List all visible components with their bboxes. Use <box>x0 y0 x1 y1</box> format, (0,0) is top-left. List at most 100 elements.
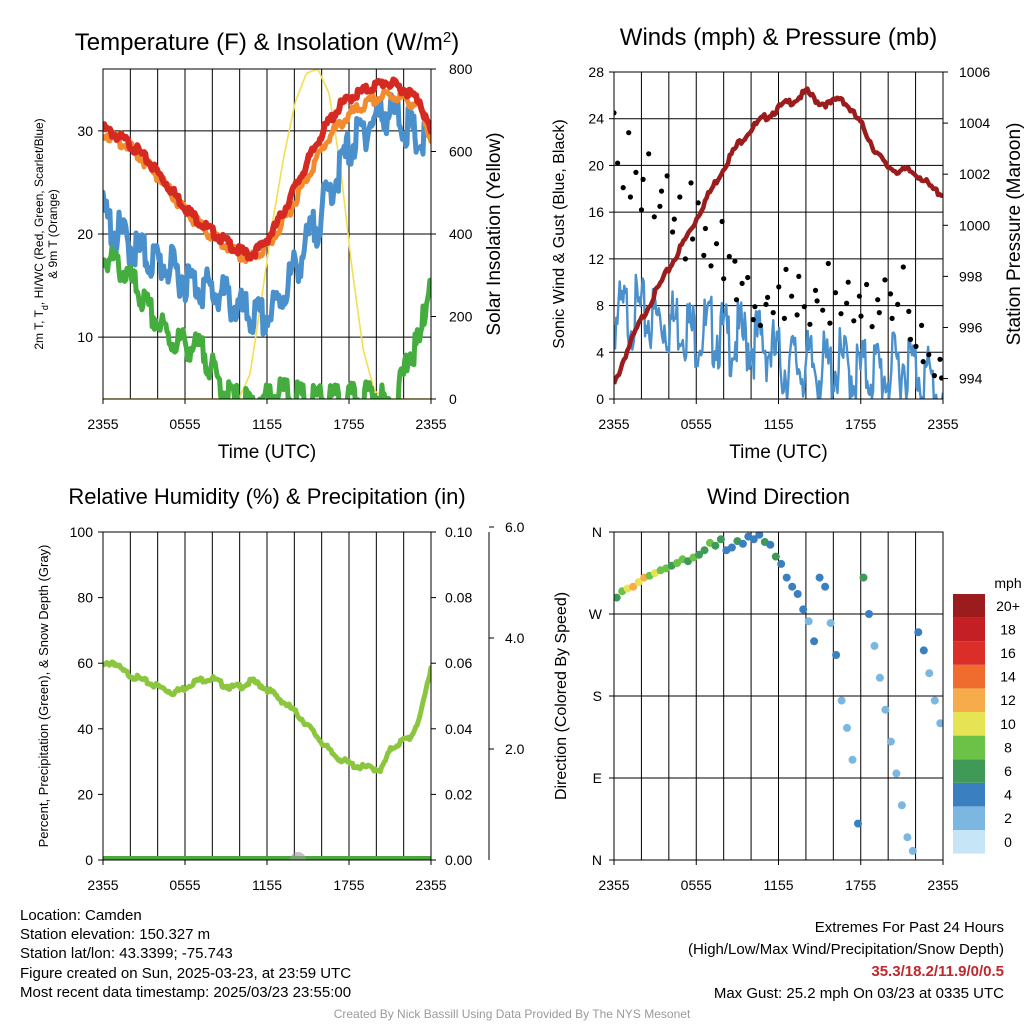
direction-point <box>936 719 943 728</box>
gust-point <box>690 236 696 242</box>
direction-point <box>843 723 851 732</box>
gust-point <box>721 276 727 282</box>
gust-point <box>677 194 683 200</box>
colorbar-label: 20+ <box>996 598 1020 614</box>
gust-point <box>781 315 788 321</box>
temperature-series-line <box>103 69 431 399</box>
direction-point <box>727 543 736 552</box>
colorbar-swatch <box>953 664 985 689</box>
x-tick-label: 1155 <box>252 877 282 893</box>
extremes-block: Extremes For Past 24 Hours (High/Low/Max… <box>688 917 1004 1005</box>
direction-point <box>777 559 786 568</box>
direction-point <box>815 573 824 582</box>
gust-point <box>856 293 863 299</box>
station-info: Location: Camden Station elevation: 150.… <box>20 906 351 1002</box>
x-tick-label: 0555 <box>681 877 712 893</box>
gust-point <box>814 298 820 304</box>
humidity-series-group <box>103 659 431 860</box>
x-tick-label: 2355 <box>415 416 446 432</box>
snow-depth-marker <box>290 852 306 860</box>
colorbar-swatch <box>953 712 985 736</box>
humidity-line <box>103 659 431 775</box>
direction-ylabel: Direction (Colored By Speed) <box>553 592 570 800</box>
colorbar-label: 14 <box>1000 669 1016 685</box>
direction-point <box>886 737 895 746</box>
gust-point <box>670 229 676 235</box>
gust-point <box>671 216 677 222</box>
gust-point <box>615 160 621 166</box>
gust-point <box>664 173 670 179</box>
gust-point <box>757 322 764 328</box>
gust-point <box>626 130 632 136</box>
x-tick-label: 1155 <box>763 877 793 893</box>
x-tick-label: 2355 <box>598 877 629 893</box>
x-tick-label: 1155 <box>763 416 793 432</box>
x-tick-label: 1755 <box>845 416 876 432</box>
direction-point <box>716 535 725 544</box>
x-tick-label: 1755 <box>333 877 364 893</box>
gust-point <box>633 169 639 175</box>
gust-point <box>701 252 707 258</box>
gust-point <box>900 264 906 270</box>
direction-point <box>908 846 917 855</box>
gust-point <box>620 185 626 191</box>
y3-tick-label: 2.0 <box>505 741 525 757</box>
colorbar-swatch <box>953 641 985 665</box>
gust-point <box>640 176 646 182</box>
gust-point <box>919 322 925 328</box>
gust-point <box>869 324 875 330</box>
direction-point <box>700 546 709 555</box>
wind-speed-line <box>614 273 943 399</box>
extremes-title: Extremes For Past 24 Hours <box>814 919 1004 936</box>
gust-point <box>763 301 769 307</box>
gust-point <box>875 297 881 303</box>
direction-point <box>892 769 901 778</box>
direction-point <box>859 573 868 582</box>
y2-tick-label: 1006 <box>959 64 990 80</box>
y-tick-label: 20 <box>588 157 604 173</box>
colorbar-swatch <box>953 806 985 830</box>
y2-tick-label: 600 <box>449 144 473 160</box>
y-tick-label: 80 <box>77 590 93 606</box>
x-tick-label: 0555 <box>169 416 200 432</box>
y-tick-label: N <box>592 852 602 868</box>
temperature-ylabel-line2: & 9m T (Orange) <box>46 189 60 279</box>
temperature-series-line <box>103 76 431 262</box>
gust-point <box>844 300 850 306</box>
station-latlon: Station lat/lon: 43.3399; -75.743 <box>20 945 233 963</box>
direction-point <box>881 705 890 714</box>
y2-tick-label: 0.06 <box>445 655 472 671</box>
extremes-gust: Max Gust: 25.2 mph On 03/23 at 0335 UTC <box>713 985 1004 1002</box>
colorbar-label: 4 <box>1004 787 1012 803</box>
colorbar-swatch <box>953 594 985 618</box>
direction-point <box>848 755 857 764</box>
gust-point <box>627 194 634 200</box>
gust-point <box>845 279 851 285</box>
gust-point <box>939 375 943 381</box>
y2-tick-label: 400 <box>449 226 473 242</box>
gust-point <box>812 287 819 293</box>
direction-point <box>771 552 780 561</box>
gust-point <box>765 294 771 300</box>
y2-tick-label: 998 <box>959 268 983 284</box>
y-tick-label: 20 <box>77 226 93 242</box>
gust-point <box>657 203 663 209</box>
extremes-values: 35.3/18.2/11.9/0/0.5 <box>871 963 1004 980</box>
direction-point <box>870 641 879 650</box>
gust-point <box>739 280 745 286</box>
ylabel-part: 2m T, T <box>32 309 46 349</box>
gust-point <box>876 310 882 316</box>
gust-point <box>733 297 740 303</box>
colorbar-title: mph <box>994 575 1021 591</box>
x-tick-label: 0555 <box>169 877 200 893</box>
colorbar-swatch <box>953 617 985 642</box>
gust-point <box>713 241 720 247</box>
recent-timestamp: Most recent data timestamp: 2025/03/23 2… <box>20 983 352 1001</box>
gust-point <box>708 263 714 269</box>
temperature-ylabel: 2m T, Td, HI/WC (Red, Green, Scarlet/Blu… <box>32 118 50 349</box>
direction-point <box>799 605 808 614</box>
y2-tick-label: 1000 <box>959 217 990 233</box>
x-tick-label: 2355 <box>87 877 118 893</box>
title-superscript: 2 <box>443 29 451 46</box>
